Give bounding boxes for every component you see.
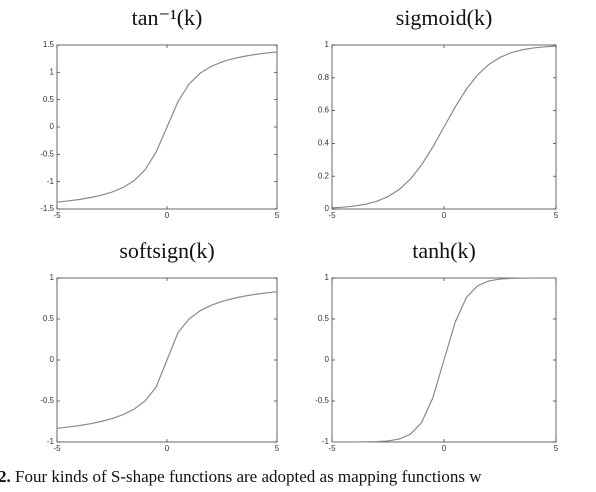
y-tick-label: 0 <box>50 355 55 364</box>
curve <box>56 291 278 429</box>
y-tick-label: 0.5 <box>43 314 55 323</box>
x-tick-label: 5 <box>275 444 280 453</box>
chart-title: tan⁻¹(k) <box>132 5 203 30</box>
chart-title: tanh(k) <box>412 238 476 263</box>
chart-title: softsign(k) <box>119 238 214 263</box>
x-tick-label: -5 <box>328 211 336 220</box>
y-tick-label: 1 <box>50 273 55 282</box>
curve <box>331 45 557 209</box>
x-tick-label: 0 <box>165 444 170 453</box>
x-tick-label: 5 <box>554 211 559 220</box>
caption-text: Four kinds of S-shape functions are adop… <box>15 467 482 486</box>
y-tick-label: -1 <box>322 437 330 446</box>
y-tick-label: -1 <box>47 177 55 186</box>
curve <box>56 51 278 203</box>
y-tick-label: 0.8 <box>318 73 330 82</box>
x-tick-label: 0 <box>442 444 447 453</box>
y-tick-label: -1 <box>47 437 55 446</box>
caption: 2. Four kinds of S-shape functions are a… <box>0 467 482 486</box>
x-tick-label: 0 <box>165 211 170 220</box>
x-tick-label: -5 <box>53 444 61 453</box>
y-tick-label: 0.4 <box>318 139 330 148</box>
caption-label: 2. <box>0 467 11 486</box>
x-tick-label: 0 <box>442 211 447 220</box>
y-tick-label: 0.2 <box>318 171 330 180</box>
y-tick-label: 0 <box>325 204 330 213</box>
x-tick-label: -5 <box>328 444 336 453</box>
y-tick-label: 1 <box>325 273 330 282</box>
x-tick-label: 5 <box>275 211 280 220</box>
y-tick-label: 0.6 <box>318 106 330 115</box>
y-tick-label: -0.5 <box>40 396 54 405</box>
y-tick-label: 0.5 <box>318 314 330 323</box>
y-tick-label: 0 <box>50 122 55 131</box>
x-tick-label: 5 <box>554 444 559 453</box>
curve <box>332 277 556 443</box>
x-tick-label: -5 <box>53 211 61 220</box>
y-tick-label: 1.5 <box>43 40 55 49</box>
y-tick-label: -0.5 <box>315 396 329 405</box>
y-tick-label: 0.5 <box>43 95 55 104</box>
y-tick-label: 0 <box>325 355 330 364</box>
y-tick-label: -1.5 <box>40 204 54 213</box>
y-tick-label: 1 <box>325 40 330 49</box>
y-tick-label: 1 <box>50 67 55 76</box>
chart-title: sigmoid(k) <box>396 5 493 30</box>
y-tick-label: -0.5 <box>40 149 54 158</box>
